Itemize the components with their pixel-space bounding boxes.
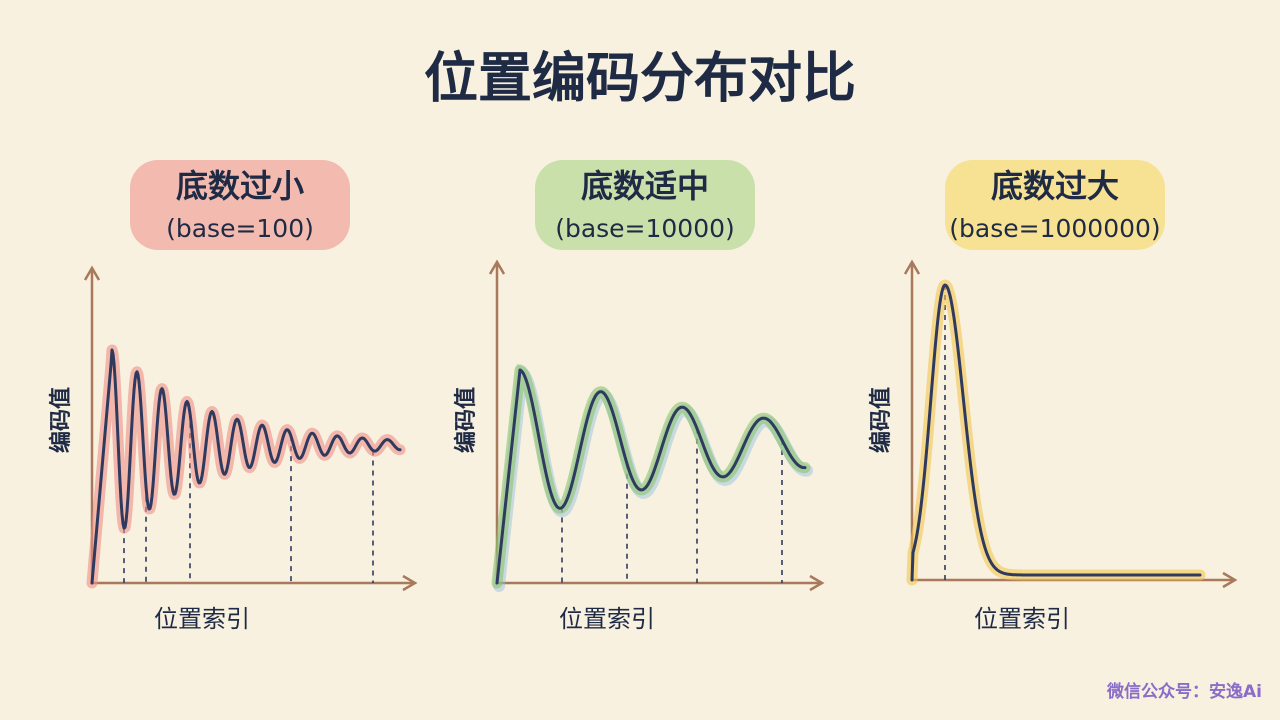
x-arrow — [402, 574, 418, 592]
curve — [90, 348, 402, 585]
y-arrow — [903, 259, 921, 275]
y-arrow — [83, 265, 101, 281]
y-axis-label: 编码值 — [868, 387, 894, 453]
panel-subtitle: (base=1000000) — [949, 214, 1160, 243]
main-title: 位置编码分布对比 — [424, 47, 856, 110]
panel-title: 底数过大 — [991, 167, 1119, 205]
x-arrow — [809, 574, 825, 592]
x-arrow — [1222, 571, 1238, 589]
title-highlight — [945, 160, 1165, 250]
title-highlight — [130, 160, 350, 250]
panel-title: 底数过小 — [176, 167, 304, 205]
curve — [910, 283, 1202, 582]
curve — [495, 368, 807, 585]
y-axis-label: 编码值 — [453, 387, 479, 453]
panel-title: 底数适中 — [581, 167, 709, 205]
title-highlight — [535, 160, 755, 250]
panel-subtitle: (base=10000) — [555, 214, 735, 243]
y-axis-label: 编码值 — [48, 387, 74, 453]
panel-subtitle: (base=100) — [166, 214, 314, 243]
x-axis-label: 位置索引 — [559, 605, 655, 633]
x-axis-label: 位置索引 — [154, 605, 250, 633]
x-axis-label: 位置索引 — [974, 605, 1070, 633]
watermark: 微信公众号：安逸Ai — [1106, 681, 1262, 702]
y-arrow — [488, 259, 506, 275]
